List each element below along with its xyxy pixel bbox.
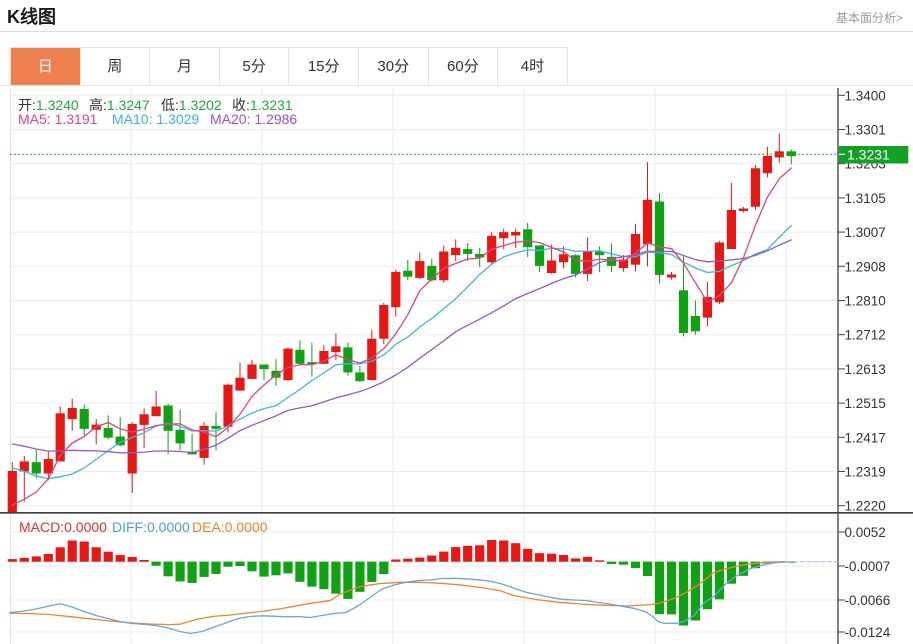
svg-text:1.3007: 1.3007 [845,225,886,240]
svg-text:1.3105: 1.3105 [845,191,886,206]
svg-text:1.3231: 1.3231 [847,147,890,163]
svg-text:1.2810: 1.2810 [845,294,886,309]
svg-text:1.2613: 1.2613 [845,362,886,377]
svg-text:1.2712: 1.2712 [845,328,886,343]
svg-text:1.3400: 1.3400 [845,88,886,103]
svg-text:1.2319: 1.2319 [845,465,886,480]
svg-text:-0.0124: -0.0124 [845,625,891,640]
svg-text:1.3301: 1.3301 [845,123,886,138]
svg-text:1.2417: 1.2417 [845,430,886,445]
svg-text:1.2908: 1.2908 [845,259,886,274]
svg-text:0.0052: 0.0052 [845,525,886,540]
svg-text:1.2220: 1.2220 [845,499,886,514]
svg-text:-0.0066: -0.0066 [845,593,891,608]
svg-text:-0.0007: -0.0007 [845,559,891,574]
svg-text:1.2515: 1.2515 [845,396,886,411]
